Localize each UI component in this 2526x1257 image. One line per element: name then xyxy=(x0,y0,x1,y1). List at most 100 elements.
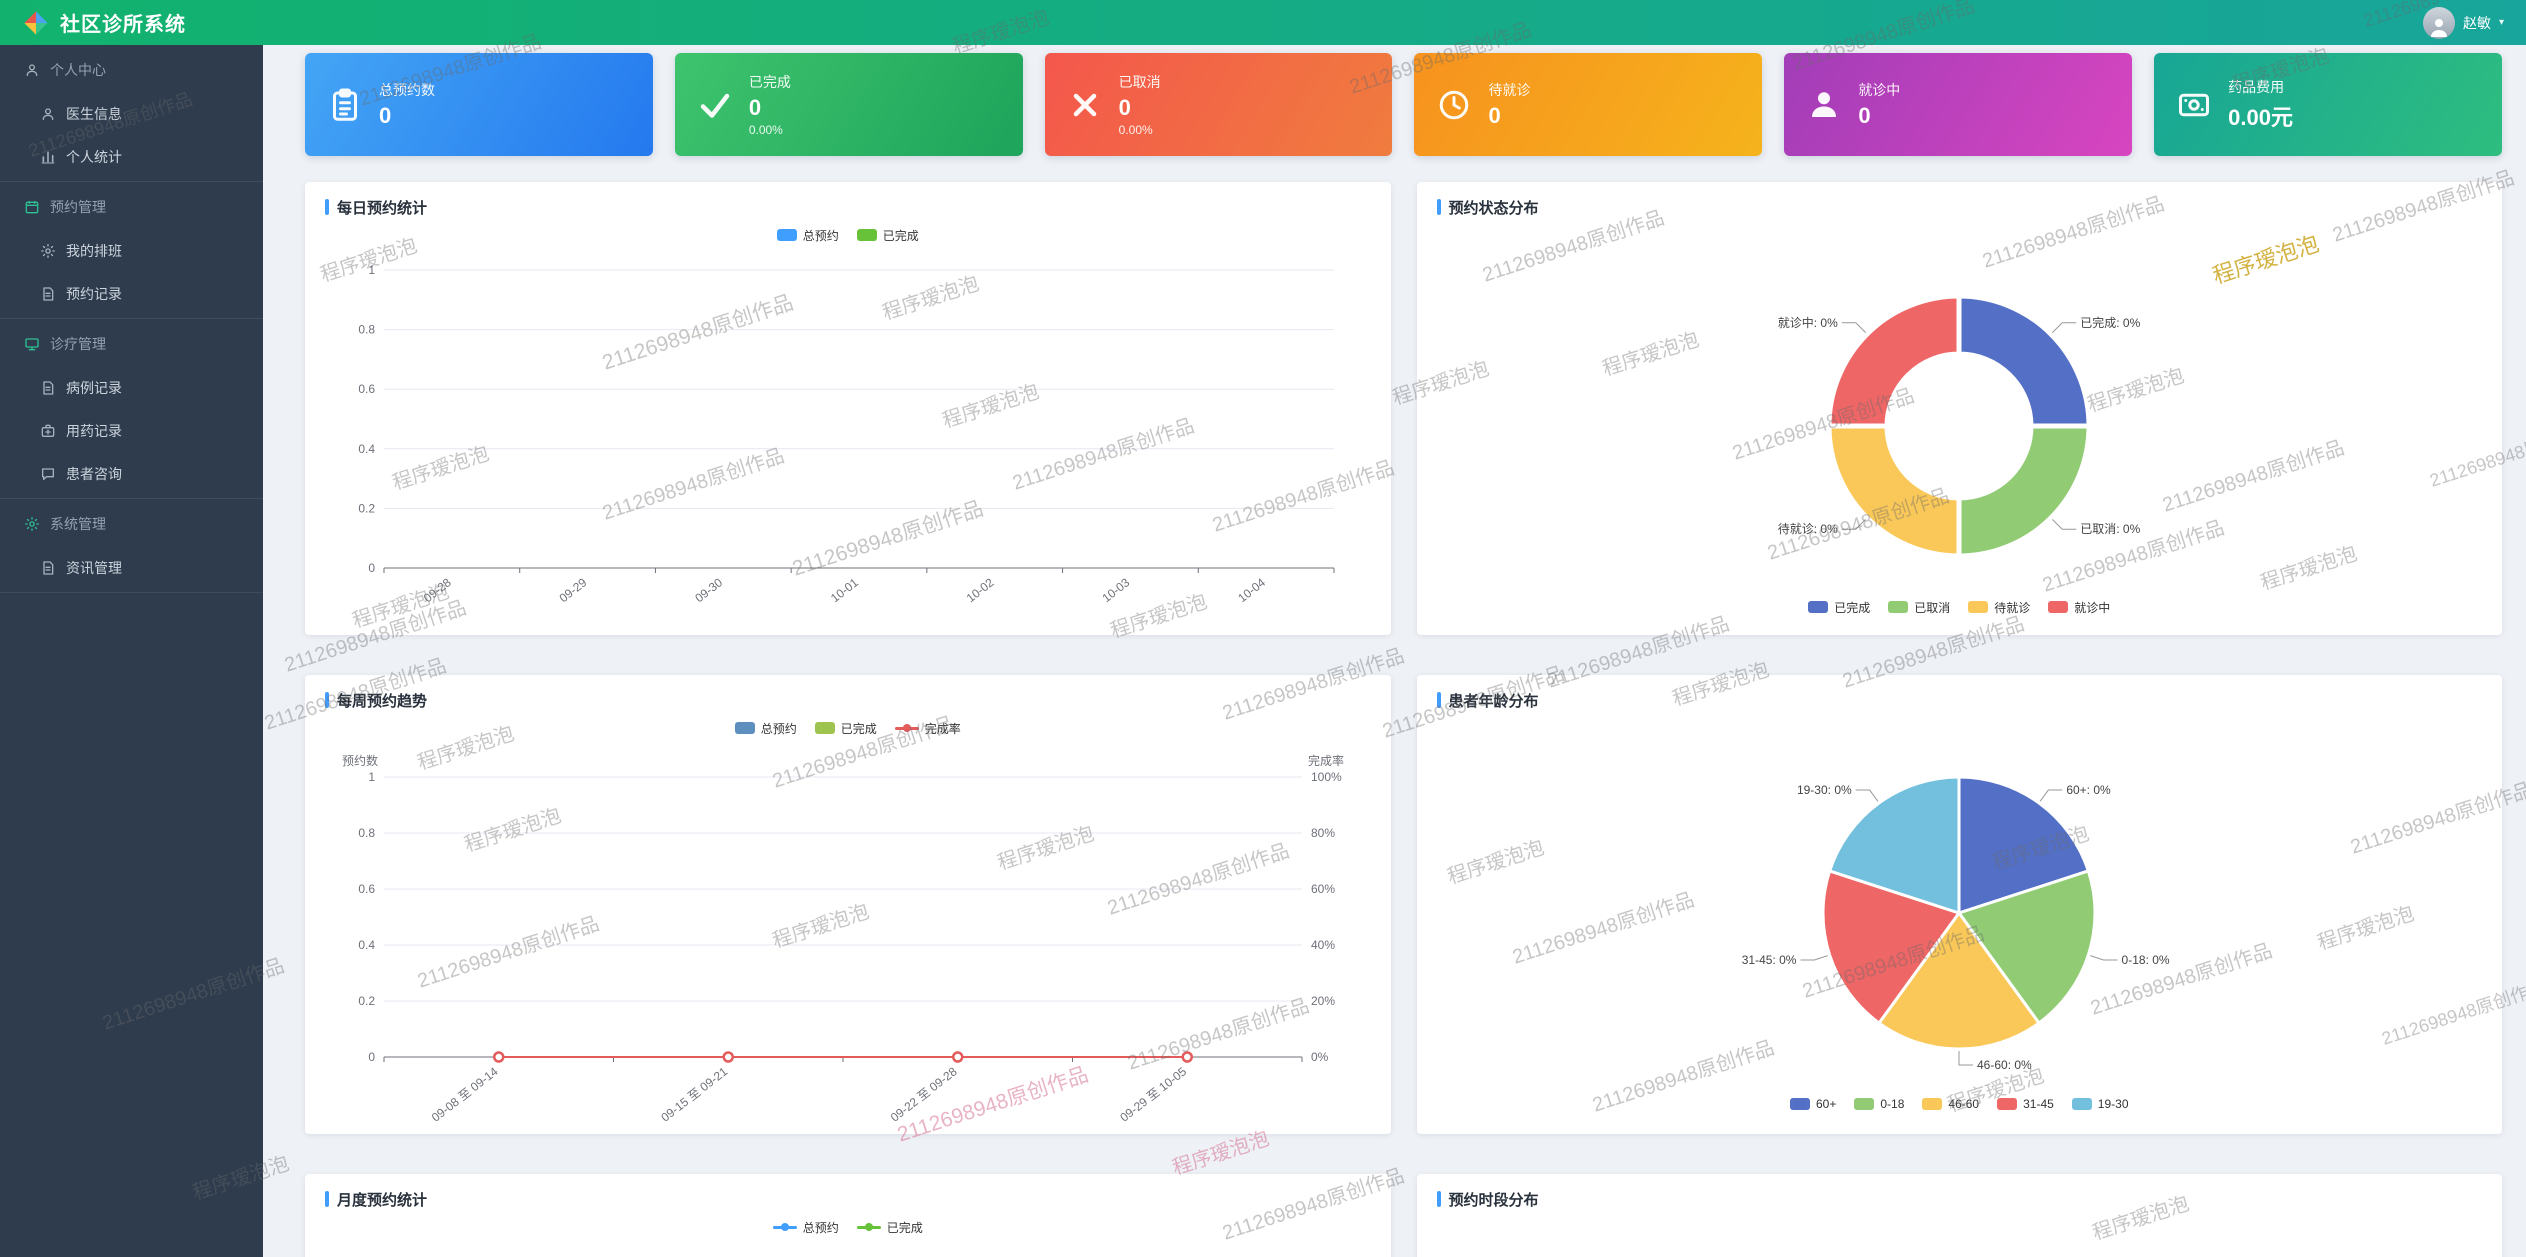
stat-label: 就诊中 xyxy=(1858,82,1901,98)
legend-marker xyxy=(894,722,919,734)
gear-icon xyxy=(24,516,40,532)
stat-value: 0 xyxy=(379,103,392,128)
title-accent-bar xyxy=(325,199,329,215)
main-content: 总预约数 0 已完成 0 0.00% 已取消 0 0.00% 待就诊 xyxy=(263,45,2526,1257)
legend-label: 总预约 xyxy=(802,228,839,243)
sidebar-item-my-schedule[interactable]: 我的排班 xyxy=(0,229,263,272)
legend-item[interactable]: 总预约 xyxy=(734,720,797,737)
legend-item[interactable]: 总预约 xyxy=(772,1219,839,1236)
weekly-trend-chart[interactable]: 0 0% 0.2 20% 0.4 40% 0.6 60% 0.8 80% 1 100% 预约数 完成率 09… xyxy=(328,743,1368,1123)
legend-item[interactable]: 0-18 xyxy=(1854,1097,1904,1111)
sidebar-group-label: 系统管理 xyxy=(50,516,106,532)
panel-title: 每周预约趋势 xyxy=(337,692,428,710)
clipboard-icon xyxy=(327,87,363,123)
sidebar-item-label: 个人统计 xyxy=(66,148,122,165)
legend-item[interactable]: 已完成 xyxy=(856,1219,923,1236)
sidebar-group-appointments-header[interactable]: 预约管理 xyxy=(0,185,263,229)
sidebar-group-label: 诊疗管理 xyxy=(50,336,106,352)
sidebar-group-system-header[interactable]: 系统管理 xyxy=(0,502,263,546)
sidebar-item-medication-records[interactable]: 用药记录 xyxy=(0,409,263,452)
user-name: 赵敏 xyxy=(2462,14,2491,31)
stat-label: 已完成 xyxy=(748,74,791,90)
legend-weekly: 总预约 已完成 完成率 xyxy=(325,715,1371,741)
legend-item[interactable]: 待就诊 xyxy=(1968,599,2030,616)
legend-item[interactable]: 已取消 xyxy=(1888,599,1950,616)
sidebar-group-treatment-header[interactable]: 诊疗管理 xyxy=(0,322,263,366)
svg-text:0%: 0% xyxy=(1311,1050,1329,1064)
legend-marker xyxy=(1922,1098,1943,1110)
panel-weekly-trend: 每周预约趋势 总预约 已完成 完成率 0 0% 0.2 20% 0.4 40% 0.6 60% 0.… xyxy=(305,675,1391,1134)
user-avatar xyxy=(2422,6,2455,39)
panel-title: 预约时段分布 xyxy=(1448,1191,1539,1209)
person-icon xyxy=(1806,87,1842,123)
age-distribution-chart[interactable]: 60+: 0% 0-18: 0% 46-60: 0% 31-45: 0% 19-30: … xyxy=(1439,713,2479,1087)
svg-text:09-29 至 10-05: 09-29 至 10-05 xyxy=(1117,1064,1189,1123)
sidebar-item-news-management[interactable]: 资讯管理 xyxy=(0,546,263,589)
legend-item[interactable]: 60+ xyxy=(1790,1097,1836,1111)
svg-text:待就诊: 0%: 待就诊: 0% xyxy=(1778,522,1838,536)
sidebar-group-label: 个人中心 xyxy=(50,62,106,78)
stat-card-completed: 已完成 0 0.00% xyxy=(674,53,1023,156)
sidebar-item-personal-stats[interactable]: 个人统计 xyxy=(0,135,263,178)
legend-marker xyxy=(2048,601,2069,613)
svg-text:0.6: 0.6 xyxy=(358,382,375,396)
stat-cards-row: 总预约数 0 已完成 0 0.00% 已取消 0 0.00% 待就诊 xyxy=(305,53,2502,156)
stat-value: 0 xyxy=(1858,103,1871,128)
sidebar-item-label: 资讯管理 xyxy=(66,559,122,576)
sidebar-group-personal-header[interactable]: 个人中心 xyxy=(0,48,263,92)
legend-item[interactable]: 31-45 xyxy=(1997,1097,2054,1111)
legend-age: 60+ 0-18 46-60 31-45 19-30 xyxy=(1437,1091,2483,1117)
legend-marker xyxy=(1854,1098,1875,1110)
legend-label: 0-18 xyxy=(1880,1097,1905,1111)
sidebar: 个人中心 医生信息 个人统计 预约管理 我的排班 预约记录 诊疗管理 xyxy=(0,45,263,1257)
legend-label: 已完成 xyxy=(886,1220,923,1235)
svg-text:09-15 至 09-21: 09-15 至 09-21 xyxy=(658,1064,730,1123)
svg-text:0: 0 xyxy=(368,1050,375,1064)
panel-daily-appointments: 每日预约统计 总预约 已完成 0 0.2 0.4 0.6 0.8 1 09-28 09-29 09… xyxy=(305,182,1391,635)
legend-marker xyxy=(776,229,797,241)
sidebar-item-appointment-records[interactable]: 预约记录 xyxy=(0,272,263,315)
stat-label: 待就诊 xyxy=(1488,82,1531,98)
status-distribution-chart[interactable]: 已完成: 0% 已取消: 0% 待就诊: 0% 就诊中: 0% xyxy=(1439,220,2479,590)
daily-appointments-chart[interactable]: 0 0.2 0.4 0.6 0.8 1 09-28 09-29 09-30 10-01 10-02 1… xyxy=(328,250,1368,630)
legend-item[interactable]: 就诊中 xyxy=(2048,599,2110,616)
panel-header: 预约状态分布 xyxy=(1436,196,2483,218)
sidebar-item-label: 医生信息 xyxy=(66,105,122,122)
svg-text:100%: 100% xyxy=(1311,770,1342,784)
sidebar-item-patient-consultation[interactable]: 患者咨询 xyxy=(0,452,263,495)
svg-text:0.4: 0.4 xyxy=(358,442,375,456)
legend-item[interactable]: 19-30 xyxy=(2071,1097,2129,1111)
legend-item[interactable]: 已完成 xyxy=(856,227,919,244)
legend-label: 就诊中 xyxy=(2074,600,2111,615)
legend-item[interactable]: 总预约 xyxy=(776,227,839,244)
sidebar-group-appointments: 预约管理 我的排班 预约记录 xyxy=(0,182,263,319)
bar-chart-icon xyxy=(40,149,56,165)
legend-item[interactable]: 46-60 xyxy=(1922,1097,1979,1111)
stat-value: 0.00元 xyxy=(2228,105,2293,130)
document-icon xyxy=(40,286,56,302)
legend-marker xyxy=(772,1221,797,1233)
svg-text:09-30: 09-30 xyxy=(692,575,725,605)
sidebar-item-case-records[interactable]: 病例记录 xyxy=(0,366,263,409)
legend-item[interactable]: 完成率 xyxy=(894,720,961,737)
svg-text:60%: 60% xyxy=(1311,882,1335,896)
title-accent-bar xyxy=(1436,199,1441,215)
legend-item[interactable]: 已完成 xyxy=(1808,599,1870,616)
legend-label: 完成率 xyxy=(924,721,961,736)
sidebar-item-label: 患者咨询 xyxy=(66,465,122,482)
svg-text:19-30: 0%: 19-30: 0% xyxy=(1797,783,1852,797)
legend-label: 待就诊 xyxy=(1994,600,2031,615)
panel-timeslot-distribution: 预约时段分布 xyxy=(1416,1174,2502,1257)
legend-label: 已完成 xyxy=(840,721,877,736)
sidebar-item-doctor-info[interactable]: 医生信息 xyxy=(0,92,263,135)
clock-icon xyxy=(1436,87,1472,123)
close-icon xyxy=(1067,87,1103,123)
svg-text:已取消: 0%: 已取消: 0% xyxy=(2080,522,2140,536)
user-menu[interactable]: 赵敏 ▾ xyxy=(2422,6,2504,39)
svg-text:31-45: 0%: 31-45: 0% xyxy=(1742,953,1797,967)
legend-item[interactable]: 已完成 xyxy=(814,720,877,737)
panel-title: 患者年龄分布 xyxy=(1448,692,1539,710)
sidebar-group-system: 系统管理 资讯管理 xyxy=(0,499,263,593)
svg-text:80%: 80% xyxy=(1311,826,1335,840)
gear-icon xyxy=(40,243,56,259)
